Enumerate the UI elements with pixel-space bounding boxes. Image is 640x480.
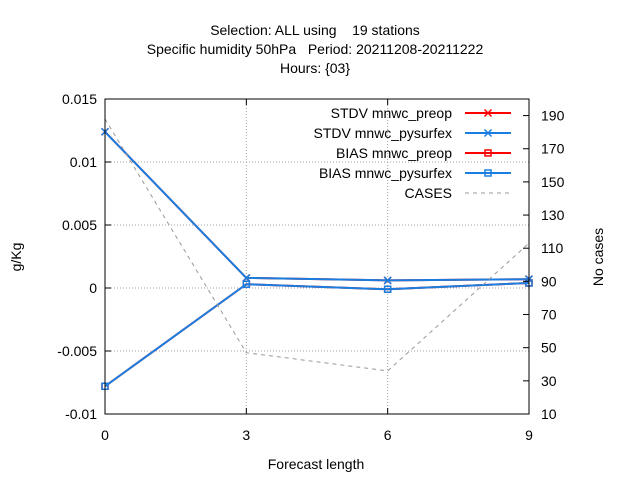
x-tick-label: 6 [384, 427, 392, 443]
legend-marker-1 [483, 108, 493, 118]
y-axis-label: g/Kg [8, 243, 24, 272]
legend-marker-1-stroke [483, 108, 493, 118]
y2-tick-label: 190 [541, 108, 565, 124]
y2-tick-label: 30 [541, 373, 557, 389]
legend-label-5: CASES [405, 185, 452, 201]
y2-tick-label: 150 [541, 174, 565, 190]
y-tick-label: 0 [89, 280, 97, 296]
series-2-marker [242, 273, 251, 282]
legend-label-4: BIAS mnwc_pysurfex [319, 165, 452, 181]
y-tick-label: 0.005 [62, 217, 97, 233]
chart-title-line-3: Hours: {03} [280, 60, 350, 76]
y-tick-label: -0.01 [65, 406, 97, 422]
legend-marker-3 [484, 149, 492, 157]
series-line-1 [104, 131, 530, 282]
legend-marker-2 [483, 128, 493, 138]
plot-series [100, 118, 534, 391]
series-line-5 [104, 118, 530, 372]
legend-marker-4 [484, 169, 492, 177]
plot-frame [104, 98, 530, 415]
chart-title-line-1: Selection: ALL using 19 stations [210, 22, 420, 38]
series-line-4 [104, 282, 530, 388]
series-4-marker [242, 280, 251, 288]
legend-label-2: STDV mnwc_pysurfex [314, 125, 452, 141]
legend-label-1: STDV mnwc_preop [331, 105, 453, 121]
series-2-marker [383, 276, 392, 285]
x-tick-label: 3 [242, 427, 250, 443]
chart-title-line-2: Specific humidity 50hPa Period: 20211208… [147, 41, 484, 57]
x-tick-label: 9 [525, 427, 533, 443]
y2-axis-label: No cases [590, 228, 606, 286]
y2-tick-label: 70 [541, 307, 557, 323]
y-tick-label: 0.01 [70, 154, 97, 170]
y2-tick-label: 110 [541, 240, 564, 256]
series-line-2 [104, 131, 530, 282]
legend-marker-2-stroke [483, 128, 493, 138]
legend: STDV mnwc_preop STDV mnwc_pysurfex BIAS mn… [314, 105, 511, 201]
series-line-3 [104, 282, 530, 388]
y-tick-label: -0.005 [57, 343, 97, 359]
series-2-marker-stroke [383, 276, 392, 285]
y2-tick-label: 90 [541, 273, 557, 289]
y2-tick-label: 50 [541, 340, 557, 356]
chart-title: Selection: ALL using 19 stations Specifi… [147, 22, 484, 76]
series-4-marker [383, 285, 392, 294]
x-axis-label: Forecast length [268, 456, 365, 472]
series-2-marker-stroke [242, 273, 251, 282]
x-tick-label: 0 [101, 427, 109, 443]
gridlines [105, 99, 529, 414]
y2-tick-label: 10 [541, 406, 557, 422]
y-tick-label: 0.015 [62, 91, 97, 107]
y2-tick-label: 130 [541, 207, 565, 223]
legend-label-3: BIAS mnwc_preop [336, 145, 452, 161]
y2-tick-label: 170 [541, 141, 565, 157]
